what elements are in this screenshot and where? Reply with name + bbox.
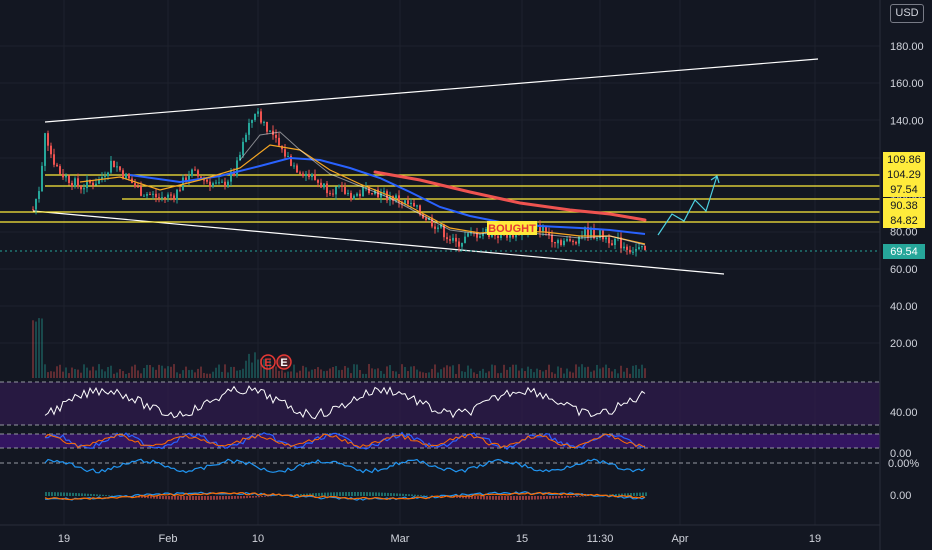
bought-annotation[interactable]: BOUGHT xyxy=(487,221,537,235)
price-tick-2: 140.00 xyxy=(890,115,924,127)
volume-bars xyxy=(32,318,646,378)
level-label-1: 104.29 xyxy=(883,167,925,182)
currency-selector[interactable]: USD xyxy=(890,4,924,23)
bought-label: BOUGHT xyxy=(488,223,536,235)
earnings-marker-2: E xyxy=(280,357,287,369)
svg-text:109.86: 109.86 xyxy=(887,154,921,166)
candlesticks xyxy=(32,107,646,257)
level-label-0: 109.86 xyxy=(883,152,925,167)
price-tick-0: 180.00 xyxy=(890,41,924,53)
macd-signal-line xyxy=(44,491,646,501)
pct-panel[interactable] xyxy=(0,458,880,474)
current-price-label: 69.54 xyxy=(883,244,925,259)
time-tick-7: 19 xyxy=(809,533,821,545)
macd-axis-label: 0.00 xyxy=(890,490,911,502)
time-tick-5: 11:30 xyxy=(587,533,614,545)
time-tick-1: Feb xyxy=(159,533,178,545)
time-tick-6: Apr xyxy=(671,533,688,545)
pct-line xyxy=(44,458,646,474)
rsi-axis-label: 40.00 xyxy=(890,407,918,419)
ma-fast-line-2 xyxy=(239,131,646,246)
stoch-axis-label: 0.00 xyxy=(890,448,911,460)
price-tick-6: 40.00 xyxy=(890,301,918,313)
time-tick-2: 10 xyxy=(252,533,264,545)
price-tick-1: 160.00 xyxy=(890,78,924,90)
price-axis[interactable]: 180.00160.00140.00100.0080.0060.0040.002… xyxy=(879,0,932,550)
earnings-marker-1: E xyxy=(264,357,271,369)
ma-fast-line xyxy=(79,144,646,245)
projection-arrow[interactable] xyxy=(657,175,718,236)
level-label-4: 84.82 xyxy=(883,213,925,228)
pct-axis-label: 0.00% xyxy=(888,458,919,470)
price-tick-5: 60.00 xyxy=(890,264,918,276)
ma-slow-line xyxy=(373,170,647,222)
time-axis[interactable]: 19 Feb 10 Mar 15 11:30 Apr 19 xyxy=(0,524,880,545)
svg-text:69.54: 69.54 xyxy=(890,246,918,258)
price-tick-7: 20.00 xyxy=(890,338,918,350)
level-label-3: 90.38 xyxy=(883,198,925,213)
svg-text:84.82: 84.82 xyxy=(890,215,918,227)
svg-text:104.29: 104.29 xyxy=(887,169,921,181)
rsi-panel[interactable] xyxy=(0,381,880,426)
price-tick-4: 80.00 xyxy=(890,227,918,239)
time-tick-4: 15 xyxy=(516,533,528,545)
time-tick-3: Mar xyxy=(391,533,410,545)
rsi-line xyxy=(44,385,646,420)
ma-mid-line xyxy=(129,156,646,235)
macd-panel[interactable] xyxy=(44,491,647,501)
level-label-2: 97.54 xyxy=(883,182,925,197)
upper-trendline[interactable] xyxy=(44,58,819,123)
time-tick-0: 19 xyxy=(58,533,70,545)
stoch-panel[interactable] xyxy=(0,431,880,451)
earnings-markers[interactable]: E E xyxy=(260,354,292,370)
svg-text:90.38: 90.38 xyxy=(890,200,918,212)
stoch-d-line xyxy=(44,433,646,449)
svg-text:97.54: 97.54 xyxy=(890,184,918,196)
